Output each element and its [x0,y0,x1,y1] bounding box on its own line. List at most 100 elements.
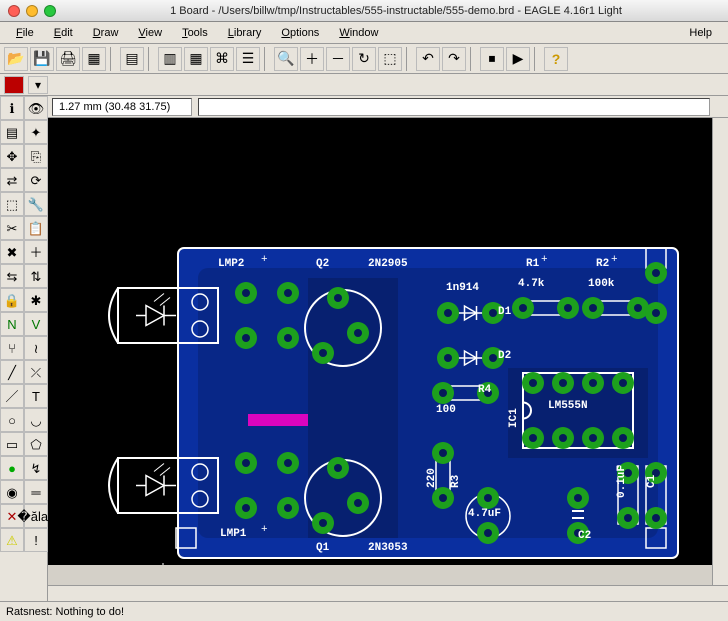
attr-icon[interactable]: ═ [24,480,48,504]
svg-text:C1: C1 [646,474,658,488]
menu-draw[interactable]: Draw [83,24,129,42]
svg-text:LMP2: LMP2 [218,258,244,270]
menu-library[interactable]: Library [218,24,272,42]
svg-text:+: + [541,254,548,266]
svg-text:0.1uF: 0.1uF [616,465,628,498]
menu-edit[interactable]: Edit [44,24,83,42]
menu-options[interactable]: Options [271,24,329,42]
svg-text:R2: R2 [596,258,609,270]
open-icon[interactable]: 📂 [4,47,28,71]
command-input[interactable] [198,98,710,116]
lock-icon[interactable]: 🔒 [0,288,24,312]
close-dot[interactable] [8,5,20,17]
svg-text:D2: D2 [498,350,511,362]
menu-view[interactable]: View [128,24,172,42]
svg-text:2N3053: 2N3053 [368,542,408,554]
zoom-select-icon[interactable]: ⬚ [378,47,402,71]
grid-display[interactable]: 1.27 mm (30.48 31.75) [52,98,192,116]
zoom-in-icon[interactable]: ＋ [300,47,324,71]
ulp-icon[interactable]: ☰ [236,47,260,71]
library-icon[interactable]: ▦ [184,47,208,71]
arc-icon[interactable]: ◡ [24,408,48,432]
svg-text:+: + [611,254,618,266]
script-icon[interactable]: ⌘ [210,47,234,71]
circle-icon[interactable]: ○ [0,408,24,432]
window-title: 1 Board - /Users/billw/tmp/Instructables… [64,5,728,17]
group-icon[interactable]: ⬚ [0,192,24,216]
zoom-dot[interactable] [44,5,56,17]
svg-text:+: + [261,254,268,266]
svg-text:D1: D1 [498,306,512,318]
svg-text:R4: R4 [478,384,492,396]
mark-icon[interactable]: ✦ [24,120,48,144]
paste-icon[interactable]: 📋 [24,216,48,240]
layer-swatch[interactable] [4,76,24,94]
name-icon[interactable]: N [0,312,24,336]
vertical-scrollbar[interactable] [712,118,728,585]
status-bar: Ratsnest: Nothing to do! [0,601,728,621]
svg-text:LMP1: LMP1 [220,528,247,540]
value-icon[interactable]: V [24,312,48,336]
help-icon[interactable]: ? [544,47,568,71]
ripup-icon[interactable]: ⤫ [24,360,48,384]
save-icon[interactable]: 💾 [30,47,54,71]
route-icon[interactable]: ╱ [0,360,24,384]
pinswap-icon[interactable]: ⇆ [0,264,24,288]
menu-window[interactable]: Window [329,24,388,42]
sheet-icon[interactable]: ▥ [158,47,182,71]
rotate-icon[interactable]: ⟳ [24,168,48,192]
rect-icon[interactable]: ▭ [0,432,24,456]
zoom-redraw-icon[interactable]: ↻ [352,47,376,71]
undo-icon[interactable]: ↶ [416,47,440,71]
add-icon[interactable]: ＋ [24,240,48,264]
split-icon[interactable]: ⑂ [0,336,24,360]
optimize-icon[interactable]: ≀ [24,336,48,360]
menu-help[interactable]: Help [679,24,722,42]
erc-icon[interactable]: ⚠ [0,528,24,552]
menu-tools[interactable]: Tools [172,24,218,42]
menu-file[interactable]: File [6,24,44,42]
layer-sel-icon[interactable]: ▾ [28,76,48,94]
auto-icon[interactable]: �ălalt [24,504,48,528]
param-row: ▾ [0,74,728,96]
svg-text:4.7uF: 4.7uF [468,508,501,520]
cut-icon[interactable]: ✂ [0,216,24,240]
polygon-icon[interactable]: ⬠ [24,432,48,456]
svg-text:+: + [261,524,268,536]
info-icon[interactable]: ℹ [0,96,24,120]
change-icon[interactable]: 🔧 [24,192,48,216]
wire-icon[interactable]: ／ [0,384,24,408]
main-toolbar: 📂 💾 🖨 ▦ ▤ ▥ ▦ ⌘ ☰ 🔍 ＋ － ↻ ⬚ ↶ ↷ ⏹ ▶ ? [0,44,728,74]
status-text: Ratsnest: Nothing to do! [6,606,124,618]
show-icon[interactable]: 👁 [24,96,48,120]
board-canvas[interactable]: LMP2Q22N29051n914R1R24.7k100kD1D2R4100LM… [48,118,712,565]
traffic-lights [0,5,64,17]
delete-icon[interactable]: ✖ [0,240,24,264]
tool-palette: ℹ 👁 ▤ ✦ ✥ ⎘ ⇄ ⟳ ⬚ 🔧 ✂ 📋 ✖ ＋ ⇆ ⇅ 🔒 ✱ N V … [0,96,48,601]
via-icon[interactable]: ● [0,456,24,480]
stop-icon[interactable]: ⏹ [480,47,504,71]
layers-icon[interactable]: ▤ [0,120,24,144]
svg-text:4.7k: 4.7k [518,278,545,290]
board-icon[interactable]: ▤ [120,47,144,71]
redo-icon[interactable]: ↷ [442,47,466,71]
go-icon[interactable]: ▶ [506,47,530,71]
svg-text:220: 220 [426,468,438,488]
text-icon[interactable]: T [24,384,48,408]
copy-icon[interactable]: ⎘ [24,144,48,168]
errors-icon[interactable]: ! [24,528,48,552]
smash-icon[interactable]: ✱ [24,288,48,312]
move-icon[interactable]: ✥ [0,144,24,168]
zoom-fit-icon[interactable]: 🔍 [274,47,298,71]
svg-text:100: 100 [436,404,456,416]
print-icon[interactable]: 🖨 [56,47,80,71]
cam-icon[interactable]: ▦ [82,47,106,71]
replace-icon[interactable]: ⇅ [24,264,48,288]
svg-text:Q2: Q2 [316,258,329,270]
signal-icon[interactable]: ↯ [24,456,48,480]
zoom-out-icon[interactable]: － [326,47,350,71]
mirror-icon[interactable]: ⇄ [0,168,24,192]
svg-text:R1: R1 [526,258,540,270]
min-dot[interactable] [26,5,38,17]
hole-icon[interactable]: ◉ [0,480,24,504]
